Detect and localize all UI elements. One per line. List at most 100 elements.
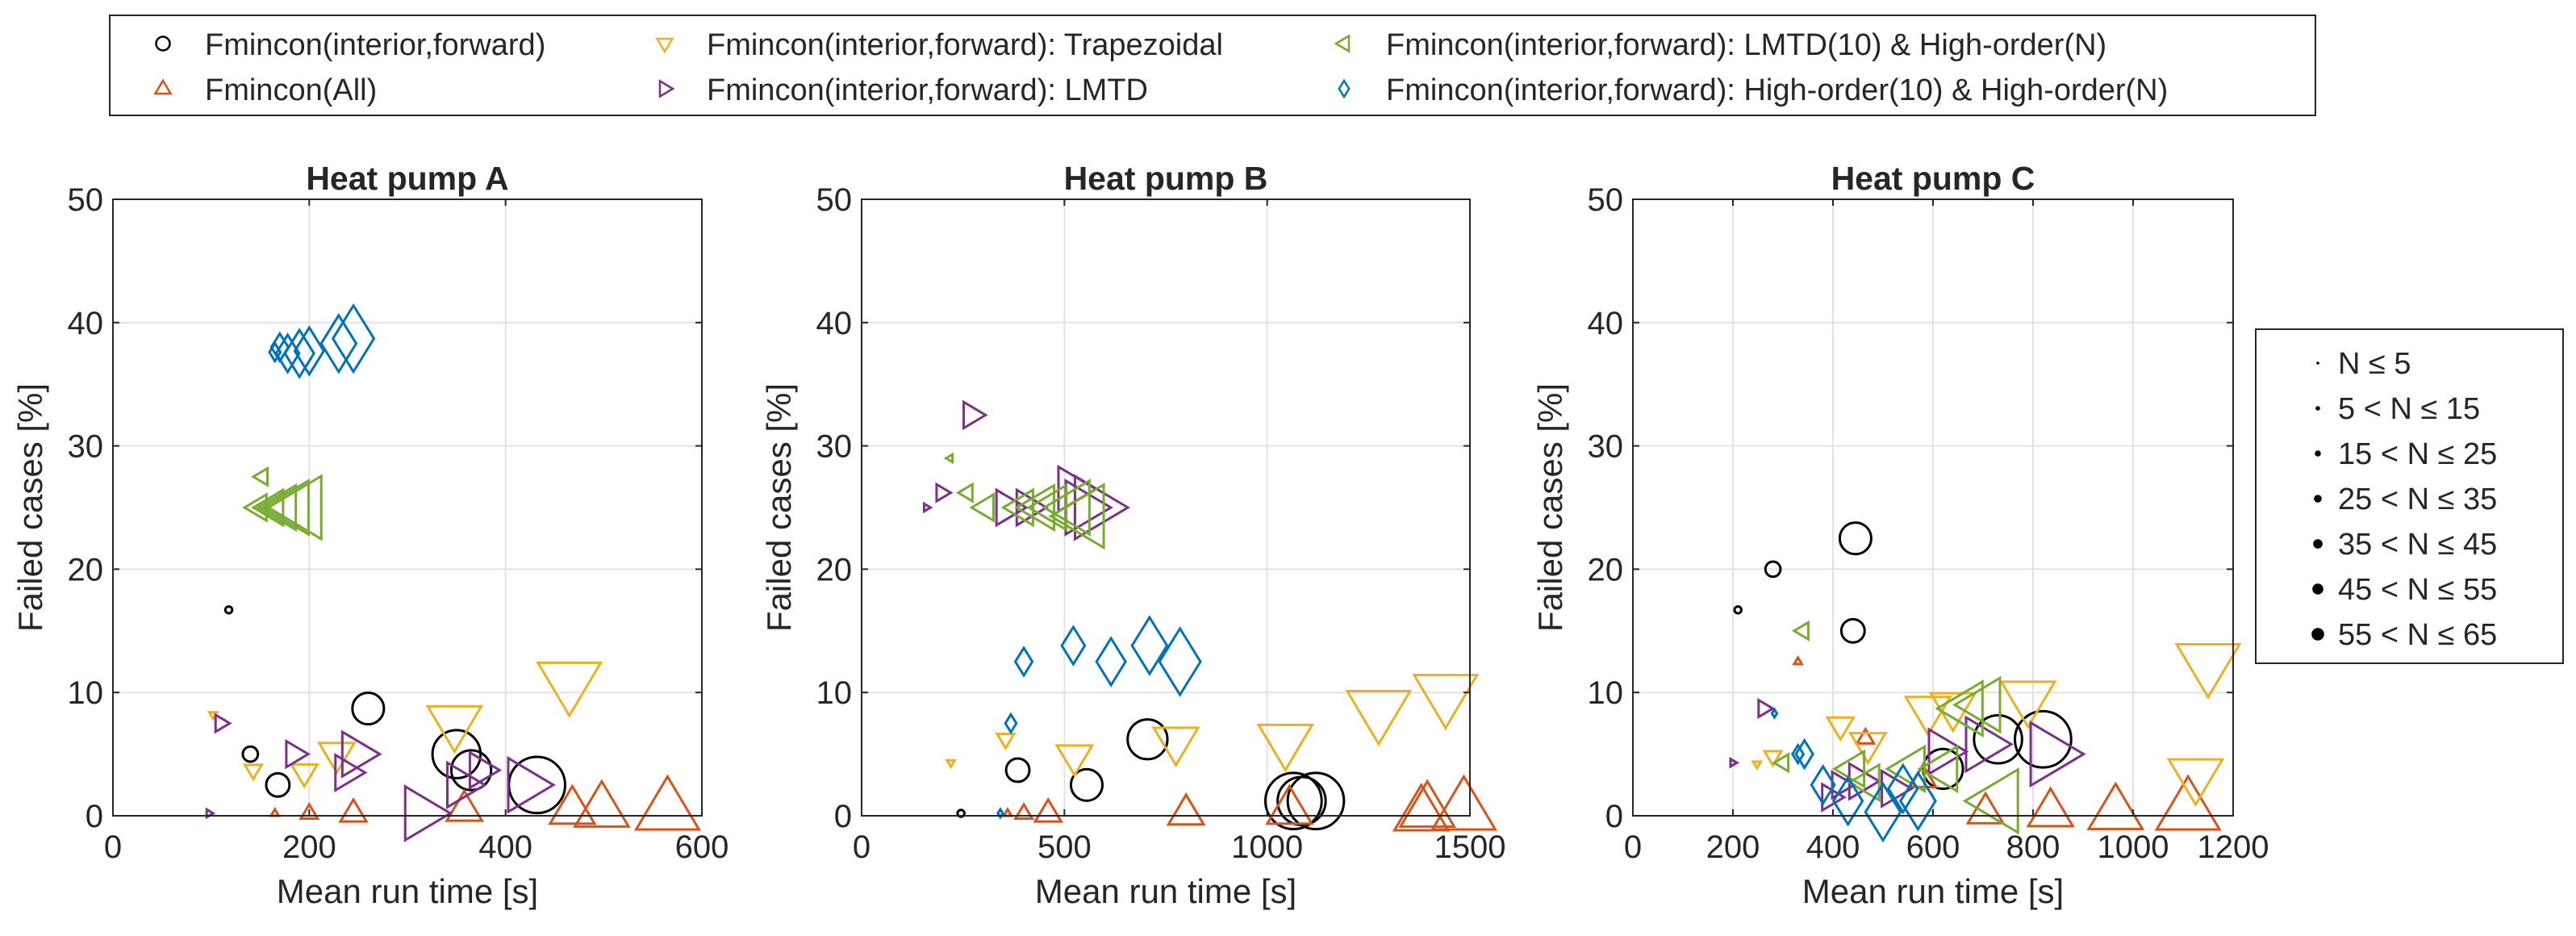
- data-point: [1130, 615, 1169, 676]
- data-point: [1791, 620, 1810, 641]
- plot-area: [113, 199, 702, 816]
- y-tick-label: 10: [816, 675, 853, 711]
- legend-entry-fmincon-interior-forward: Fmincon(interior,forward): [155, 28, 545, 62]
- chart-title: Heat pump B: [1064, 160, 1268, 197]
- series-fmincon-interior-forward-lmtd-10-high-order-n: [943, 452, 1105, 550]
- chart-title: Heat pump C: [1831, 160, 2035, 197]
- size-legend-dot: [2315, 406, 2320, 411]
- panel-heat-pump-c: 0 200 400 600 800 1000 1200 0 10 20 30 40 50 Heat pum…: [1531, 160, 2269, 910]
- legend-label: Fmincon(interior,forward): LMTD: [707, 73, 1148, 107]
- data-point: [996, 807, 1004, 820]
- size-legend-entry: 5 < N ≤ 15: [2315, 392, 2480, 426]
- y-tick-label: 30: [68, 429, 104, 465]
- data-point: [340, 729, 382, 779]
- x-tick-label: 400: [478, 829, 532, 865]
- legend-entry-fmincon-interior-forward-lmtd: Fmincon(interior,forward): LMTD: [658, 73, 1148, 107]
- data-point: [995, 487, 1029, 528]
- data-point: [962, 399, 988, 431]
- data-point: [403, 784, 453, 842]
- x-tick-label: 600: [1906, 829, 1960, 865]
- panel-heat-pump-a: 0 200 400 600 0 10 20 30 40 50 Heat pump A Mean run…: [11, 160, 729, 910]
- series-fmincon-interior-forward-lmtd: [205, 712, 556, 842]
- data-point: [2086, 781, 2145, 830]
- data-point: [250, 466, 269, 487]
- data-point: [1033, 797, 1064, 823]
- x-axis-label: Mean run time [s]: [277, 872, 538, 910]
- size-legend-label: 55 < N ≤ 65: [2338, 618, 2497, 652]
- data-point: [995, 733, 1017, 751]
- size-legend-dot: [2312, 583, 2323, 595]
- series-fmincon-interior-forward-high-order-10-high-order-n: [996, 615, 1202, 820]
- data-point: [536, 661, 603, 718]
- data-point: [1762, 750, 1784, 768]
- size-legend-label: 5 < N ≤ 15: [2338, 392, 2480, 426]
- data-point: [2154, 774, 2222, 831]
- data-point: [1751, 760, 1764, 771]
- legend-label: Fmincon(interior,forward): [205, 28, 545, 62]
- data-point: [943, 452, 954, 465]
- data-point: [1398, 779, 1457, 828]
- data-point: [1922, 747, 1964, 791]
- y-axis-label: Failed cases [%]: [760, 383, 798, 632]
- axes-box: [861, 198, 1471, 817]
- data-point: [955, 482, 974, 504]
- data-point: [1013, 646, 1034, 678]
- data-point: [223, 605, 234, 615]
- series-fmincon-interior-forward: [1733, 521, 2073, 791]
- data-point: [1973, 714, 2023, 765]
- data-point: [1791, 742, 1806, 766]
- data-point: [969, 492, 996, 523]
- data-point: [251, 487, 285, 528]
- data-point: [1898, 770, 1937, 832]
- size-legend-dot: [2316, 361, 2319, 365]
- data-point: [1964, 715, 2014, 774]
- data-point: [293, 325, 326, 377]
- x-tick-label: 200: [1706, 829, 1760, 865]
- data-point: [1881, 768, 1914, 809]
- y-tick-label: 40: [816, 306, 853, 341]
- data-point: [1263, 771, 1323, 831]
- data-point: [1054, 744, 1095, 778]
- data-point: [1060, 625, 1087, 666]
- x-tick-label: 600: [675, 829, 729, 865]
- data-point: [1345, 690, 1413, 747]
- size-legend-label: N ≤ 5: [2338, 347, 2411, 381]
- data-point: [1166, 792, 1206, 826]
- data-point: [1014, 483, 1056, 533]
- data-point: [1000, 487, 1034, 528]
- data-point: [1012, 802, 1035, 821]
- data-point: [507, 755, 556, 814]
- x-axis-label: Mean run time [s]: [1802, 872, 2064, 910]
- y-axis-label: Failed cases [%]: [1531, 383, 1569, 632]
- y-tick-label: 10: [68, 675, 104, 711]
- data-point: [1885, 744, 1926, 794]
- size-legend-entry: 55 < N ≤ 65: [2311, 618, 2497, 652]
- y-tick-label: 20: [68, 552, 104, 587]
- data-point: [431, 729, 482, 779]
- series-fmincon-interior-forward-high-order-10-high-order-n: [268, 303, 376, 379]
- data-point: [351, 692, 386, 726]
- y-tick-label: 50: [1588, 182, 1624, 218]
- top-legend: Fmincon(interior,forward) Fmincon(All) Fmi…: [109, 15, 2316, 116]
- data-point: [633, 774, 702, 831]
- data-point: [1917, 744, 1959, 794]
- size-legend-box: [2255, 328, 2564, 664]
- data-point: [1847, 763, 1881, 803]
- x-tick-label: 0: [853, 829, 870, 865]
- data-point: [1430, 774, 1498, 831]
- data-point: [2014, 709, 2073, 769]
- x-tick-label: 0: [104, 829, 122, 865]
- data-points: [205, 303, 702, 842]
- data-point: [1412, 674, 1480, 731]
- y-tick-label: 0: [86, 799, 103, 834]
- data-point: [449, 749, 493, 792]
- data-point: [1935, 679, 1984, 738]
- data-point: [316, 742, 357, 775]
- data-point: [1927, 727, 1969, 776]
- data-point: [2166, 758, 2225, 808]
- y-tick-label: 40: [68, 306, 104, 341]
- y-tick-label: 10: [1588, 675, 1624, 711]
- axes-box: [112, 198, 703, 817]
